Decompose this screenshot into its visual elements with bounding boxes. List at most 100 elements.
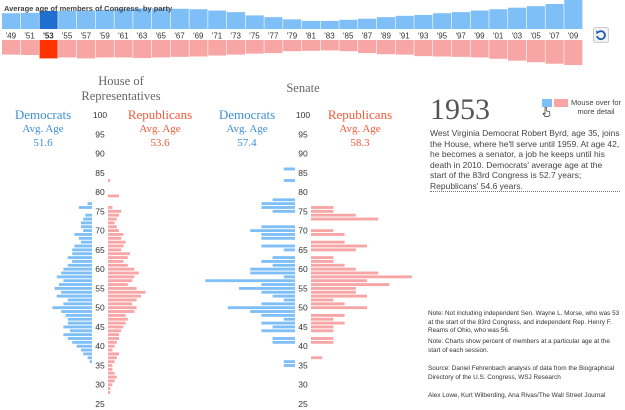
house-dem-bar[interactable] — [59, 283, 92, 286]
house-rep-bar[interactable] — [108, 279, 133, 283]
senate-dem-bar[interactable] — [283, 364, 295, 367]
house-dem-bar[interactable] — [87, 356, 92, 360]
senate-rep-bar[interactable] — [311, 340, 334, 344]
house-rep-bar[interactable] — [108, 240, 126, 244]
senate-dem-bar[interactable] — [250, 229, 295, 233]
timeline-year-label[interactable]: '05 — [530, 32, 541, 41]
timeline-year-label[interactable]: '51 — [24, 32, 35, 41]
timeline-year-label[interactable]: '49 — [6, 32, 17, 41]
timeline-rep-bar[interactable] — [2, 40, 21, 55]
house-rep-bar[interactable] — [108, 194, 119, 198]
senate-rep-bar[interactable] — [311, 283, 390, 286]
senate-dem-bar[interactable] — [272, 340, 295, 344]
timeline-rep-bar[interactable] — [451, 40, 470, 57]
timeline-rep-bar[interactable] — [58, 40, 77, 58]
house-rep-bar[interactable] — [108, 221, 115, 225]
timeline-rep-bar[interactable] — [395, 40, 414, 55]
senate-rep-bar[interactable] — [311, 313, 345, 317]
house-rep-bar[interactable] — [108, 283, 128, 286]
house-dem-bar[interactable] — [67, 337, 92, 340]
house-dem-bar[interactable] — [67, 298, 92, 302]
house-dem-bar[interactable] — [83, 217, 92, 221]
timeline-dem-bar[interactable] — [133, 8, 152, 29]
house-dem-bar[interactable] — [81, 348, 92, 352]
house-rep-bar[interactable] — [108, 364, 113, 367]
house-rep-bar[interactable] — [108, 306, 137, 310]
timeline-chart[interactable]: '49 '51 '53 '55 '57 '59 '61 '63 '65 '67 '69 '71 '73 '… — [0, 0, 625, 70]
timeline-dem-bar[interactable] — [545, 3, 564, 30]
house-rep-bar[interactable] — [108, 333, 119, 337]
timeline-year-label[interactable]: '61 — [118, 32, 129, 41]
timeline-year-label[interactable]: '69 — [193, 32, 204, 41]
timeline-dem-bar[interactable] — [189, 9, 208, 29]
senate-rep-bar[interactable] — [311, 290, 356, 294]
house-rep-bar[interactable] — [108, 229, 119, 233]
timeline-dem-bar[interactable] — [376, 17, 395, 29]
senate-dem-bar[interactable] — [261, 329, 295, 333]
senate-dem-bar[interactable] — [272, 337, 295, 340]
house-dem-bar[interactable] — [56, 275, 92, 279]
timeline-year-label[interactable]: '93 — [418, 32, 429, 41]
timeline-dem-bar[interactable] — [170, 8, 189, 30]
timeline-dem-bar[interactable] — [414, 14, 433, 29]
senate-dem-bar[interactable] — [205, 279, 295, 283]
house-rep-bar[interactable] — [108, 248, 122, 252]
senate-dem-bar[interactable] — [250, 267, 295, 271]
timeline-year-label[interactable]: '07 — [549, 32, 560, 41]
timeline-rep-bar[interactable] — [226, 40, 246, 55]
timeline-year-label[interactable]: '01 — [493, 32, 504, 41]
house-rep-bar[interactable] — [108, 352, 119, 356]
house-dem-bar[interactable] — [76, 344, 92, 348]
senate-dem-bar[interactable] — [283, 179, 295, 182]
house-dem-bar[interactable] — [63, 302, 92, 306]
house-rep-bar[interactable] — [108, 302, 133, 306]
timeline-dem-bar[interactable] — [20, 12, 39, 29]
senate-rep-bar[interactable] — [311, 356, 323, 360]
house-rep-bar[interactable] — [108, 344, 115, 348]
timeline-year-label[interactable]: '73 — [231, 32, 242, 41]
house-rep-bar[interactable] — [108, 360, 115, 364]
house-dem-bar[interactable] — [63, 279, 92, 283]
timeline-dem-bar[interactable] — [76, 10, 96, 29]
house-dem-bar[interactable] — [56, 294, 92, 298]
timeline-dem-bar[interactable] — [358, 18, 377, 29]
house-rep-bar[interactable] — [108, 213, 119, 217]
house-rep-bar[interactable] — [108, 286, 137, 290]
timeline-year-label[interactable]: '75 — [249, 32, 260, 41]
senate-dem-bar[interactable] — [283, 248, 295, 252]
house-dem-bar[interactable] — [81, 240, 92, 244]
timeline-year-label[interactable]: '71 — [212, 32, 223, 41]
house-dem-bar[interactable] — [63, 325, 92, 329]
senate-dem-bar[interactable] — [261, 225, 295, 229]
house-rep-bar[interactable] — [108, 206, 113, 209]
timeline-dem-bar[interactable] — [39, 11, 58, 29]
senate-rep-bar[interactable] — [311, 294, 367, 298]
timeline-rep-bar[interactable] — [245, 40, 264, 54]
senate-rep-bar[interactable] — [311, 206, 334, 209]
senate-dem-bar[interactable] — [272, 198, 295, 202]
senate-dem-bar[interactable] — [261, 260, 295, 263]
senate-rep-bar[interactable] — [311, 229, 334, 233]
timeline-dem-bar[interactable] — [245, 15, 264, 29]
house-dem-bar[interactable] — [72, 252, 92, 256]
house-dem-bar[interactable] — [61, 271, 92, 275]
timeline-dem-bar[interactable] — [301, 20, 321, 29]
house-rep-bar[interactable] — [108, 321, 126, 325]
house-rep-bar[interactable] — [108, 329, 122, 333]
timeline-rep-bar[interactable] — [189, 40, 208, 57]
senate-dem-bar[interactable] — [283, 298, 295, 302]
house-rep-bar[interactable] — [108, 337, 119, 340]
timeline-rep-bar[interactable] — [564, 40, 583, 66]
timeline-rep-bar[interactable] — [508, 40, 527, 61]
senate-dem-bar[interactable] — [272, 294, 295, 298]
senate-dem-bar[interactable] — [250, 310, 295, 313]
timeline-dem-bar[interactable] — [508, 7, 527, 29]
house-rep-bar[interactable] — [108, 294, 141, 298]
house-rep-bar[interactable] — [108, 260, 124, 263]
senate-rep-bar[interactable] — [311, 217, 379, 221]
senate-dem-bar[interactable] — [261, 302, 295, 306]
senate-dem-bar[interactable] — [261, 233, 295, 236]
house-dem-bar[interactable] — [72, 260, 92, 263]
timeline-year-label[interactable]: '81 — [306, 32, 317, 41]
senate-rep-bar[interactable] — [311, 213, 356, 217]
